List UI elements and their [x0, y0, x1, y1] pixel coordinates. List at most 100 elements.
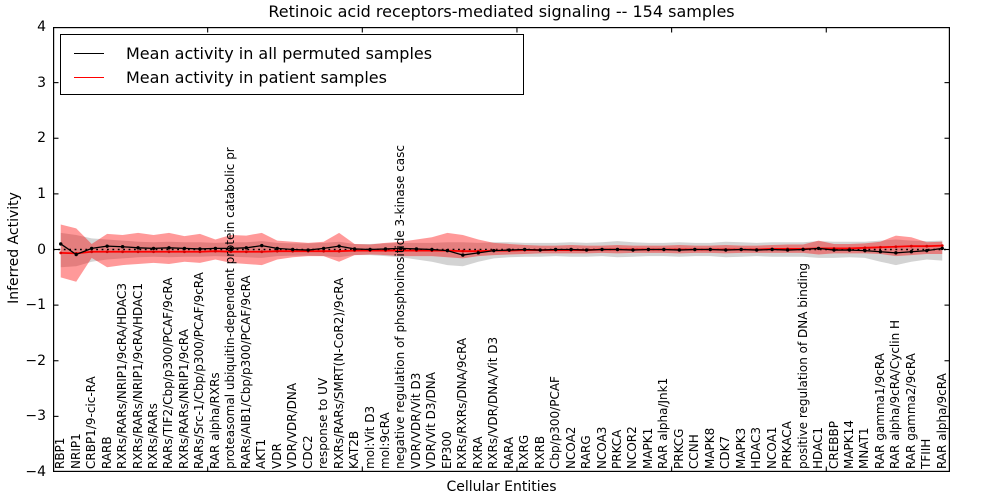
permuted-point-marker [198, 247, 202, 251]
legend-label-permuted: Mean activity in all permuted samples [126, 43, 433, 63]
permuted-point-marker [785, 248, 790, 252]
permuted-point-marker [522, 247, 527, 252]
permuted-point-marker [414, 247, 419, 251]
patient-point-marker [322, 249, 326, 253]
permuted-point-marker [182, 246, 187, 251]
permuted-point-marker [925, 248, 929, 253]
patient-point-marker [59, 251, 63, 255]
patient-point-marker [167, 250, 171, 254]
chart-title: Retinoic acid receptors-mediated signali… [268, 2, 735, 21]
permuted-point-marker [754, 248, 759, 252]
patient-point-marker [121, 250, 124, 254]
y-tick-label: 2 [37, 130, 46, 147]
legend-item-patient: Mean activity in patient samples [74, 65, 523, 89]
patient-point-marker [260, 250, 264, 254]
permuted-point-marker [399, 246, 403, 251]
permuted-point-marker [801, 247, 805, 252]
permuted-point-marker [321, 246, 326, 251]
permuted-point-marker [940, 246, 944, 251]
permuted-point-marker [584, 248, 589, 252]
y-tick-label: 4 [37, 19, 46, 35]
patient-point-marker [213, 249, 217, 253]
permuted-point-marker [461, 253, 465, 257]
legend-item-permuted: Mean activity in all permuted samples [74, 41, 523, 65]
y-tick-label: −2 [25, 352, 46, 369]
permuted-point-marker [538, 248, 542, 252]
patient-point-marker [90, 250, 94, 254]
permuted-point-marker [708, 247, 712, 252]
permuted-point-marker [770, 247, 774, 252]
patient-point-marker [940, 244, 944, 248]
permuted-point-marker [631, 248, 635, 252]
y-tick-label: 0 [37, 241, 46, 258]
permuted-point-marker [275, 246, 279, 251]
permuted-point-marker [213, 246, 218, 251]
permuted-point-marker [244, 246, 249, 250]
legend: Mean activity in all permuted samples Me… [60, 34, 524, 95]
permuted-point-marker [507, 248, 511, 252]
permuted-point-marker [832, 248, 836, 252]
patient-point-marker [183, 250, 186, 254]
x-axis-label: Cellular Entities [446, 479, 557, 495]
permuted-point-marker [445, 248, 450, 253]
permuted-point-marker [600, 247, 604, 252]
permuted-point-marker [59, 242, 63, 246]
permuted-point-marker [553, 247, 558, 252]
y-tick-label: −4 [25, 464, 46, 480]
permuted-point-marker [89, 246, 94, 251]
legend-label-patient: Mean activity in patient samples [126, 67, 387, 87]
permuted-line-swatch [74, 52, 104, 54]
permuted-point-marker [260, 243, 264, 248]
permuted-point-marker [894, 251, 898, 255]
patient-point-marker [275, 249, 279, 253]
y-tick-label: −1 [25, 297, 46, 314]
permuted-point-marker [337, 244, 341, 248]
y-tick-label: 3 [37, 74, 46, 91]
permuted-point-marker [476, 251, 481, 255]
patient-point-marker [105, 250, 109, 254]
permuted-point-marker [492, 248, 496, 253]
patient-point-marker [229, 250, 233, 254]
permuted-point-marker [739, 247, 743, 252]
patient-point-marker [894, 245, 898, 249]
permuted-point-marker [816, 246, 821, 251]
patient-point-marker [879, 245, 882, 249]
permuted-point-marker [151, 246, 156, 251]
permuted-point-marker [569, 247, 573, 252]
permuted-point-marker [847, 248, 852, 252]
patient-point-marker [198, 250, 202, 254]
patient-point-marker [925, 244, 929, 248]
plot-area [53, 27, 950, 472]
patient-point-marker [461, 249, 465, 253]
patient-point-marker [337, 249, 341, 253]
permuted-point-marker [306, 248, 310, 252]
permuted-point-marker [430, 247, 434, 252]
permuted-point-marker [368, 247, 372, 252]
permuted-point-marker [120, 245, 125, 249]
permuted-mean-line [60, 243, 943, 256]
permuted-point-marker [863, 248, 867, 253]
permuted-point-marker [383, 247, 388, 251]
permuted-point-marker [662, 247, 666, 252]
permuted-point-marker [74, 252, 78, 257]
permuted-point-marker [352, 247, 357, 251]
permuted-point-marker [291, 247, 295, 252]
permuted-point-marker [677, 248, 682, 252]
permuted-point-marker [878, 250, 883, 254]
patient-point-marker [244, 250, 248, 254]
permuted-point-marker [229, 246, 233, 251]
y-tick-label: −3 [25, 408, 46, 425]
patient-point-marker [136, 250, 140, 254]
permuted-point-marker [105, 244, 109, 248]
permuted-point-marker [909, 250, 914, 254]
y-tick-label: 1 [37, 185, 46, 202]
patient-point-marker [152, 250, 155, 254]
permuted-point-marker [724, 248, 728, 252]
permuted-point-marker [646, 247, 651, 252]
patient-point-marker [863, 246, 867, 250]
plot-canvas [53, 27, 950, 472]
axes-frame [53, 27, 950, 472]
permuted-point-marker [693, 247, 697, 252]
permuted-point-marker [136, 246, 140, 250]
